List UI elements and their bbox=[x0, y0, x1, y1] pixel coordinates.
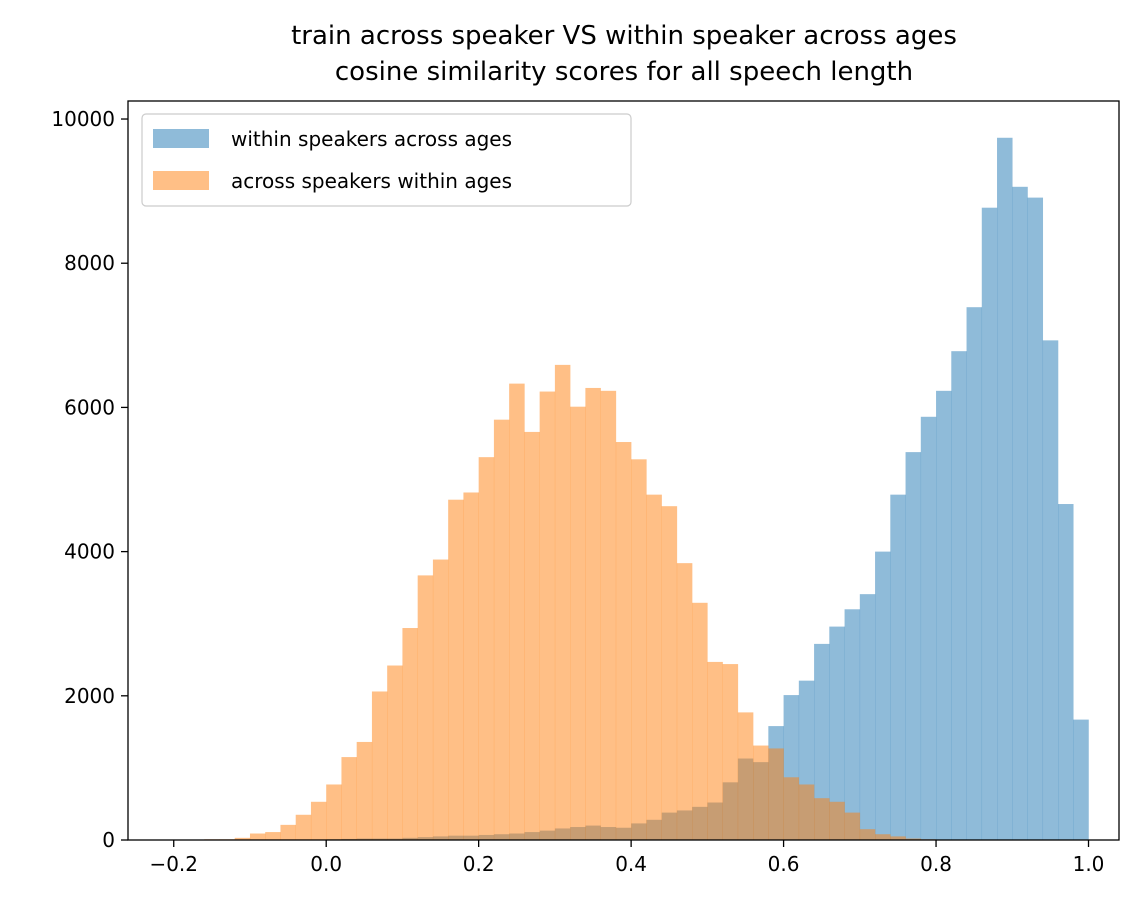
series-across-speakers-bars bbox=[204, 364, 952, 840]
bar-series-1-bin-10 bbox=[326, 784, 342, 840]
bar-series-1-bin-34 bbox=[692, 602, 708, 840]
bar-series-1-bin-38 bbox=[753, 745, 769, 840]
chart-title-line-2: cosine similarity scores for all speech … bbox=[335, 57, 913, 87]
x-tick-label: 0.4 bbox=[615, 852, 647, 876]
bar-series-1-bin-12 bbox=[356, 741, 373, 840]
bar-series-1-bin-40 bbox=[783, 777, 800, 840]
plot-frame bbox=[127, 100, 1120, 841]
bar-series-0-bin-53 bbox=[981, 207, 998, 840]
x-tick-label: 1.0 bbox=[1073, 852, 1105, 876]
bar-series-1-bin-11 bbox=[341, 757, 357, 840]
bar-series-1-bin-39 bbox=[768, 748, 784, 840]
bar-series-0-bin-48 bbox=[905, 452, 922, 840]
bar-series-1-bin-20 bbox=[478, 457, 495, 840]
bar-series-1-bin-37 bbox=[737, 712, 754, 840]
y-tick-label: 10000 bbox=[51, 107, 115, 131]
bar-series-1-bin-22 bbox=[509, 383, 525, 840]
y-tick-label: 8000 bbox=[64, 251, 115, 275]
bar-series-0-bin-46 bbox=[875, 551, 891, 840]
bar-series-1-bin-14 bbox=[387, 665, 403, 840]
bar-series-1-bin-44 bbox=[844, 812, 861, 840]
y-tick-label: 4000 bbox=[64, 540, 115, 564]
bar-series-1-bin-26 bbox=[570, 406, 586, 840]
legend-label-across-speakers: across speakers within ages bbox=[231, 169, 512, 193]
bar-series-1-bin-5 bbox=[249, 833, 266, 840]
bar-series-1-bin-25 bbox=[554, 364, 571, 840]
bar-series-1-bin-15 bbox=[402, 628, 418, 840]
bar-series-1-bin-8 bbox=[295, 814, 312, 840]
bar-series-1-bin-7 bbox=[280, 824, 296, 840]
x-axis: −0.2 0.0 0.2 0.4 0.6 0.8 1.0 bbox=[149, 840, 1104, 876]
chart-title-line-1: train across speaker VS within speaker a… bbox=[291, 21, 957, 51]
bar-series-1-bin-43 bbox=[829, 801, 845, 840]
bar-series-1-bin-18 bbox=[448, 499, 464, 840]
bar-series-1-bin-23 bbox=[524, 431, 540, 840]
bar-series-0-bin-58 bbox=[1058, 504, 1074, 840]
bar-series-1-bin-13 bbox=[371, 691, 388, 840]
bar-series-0-bin-50 bbox=[936, 390, 952, 840]
bar-series-0-bin-52 bbox=[966, 307, 983, 840]
bar-series-1-bin-31 bbox=[646, 494, 662, 840]
x-tick-label: 0.0 bbox=[310, 852, 342, 876]
bar-series-0-bin-49 bbox=[920, 416, 937, 840]
bar-series-1-bin-45 bbox=[859, 829, 876, 840]
bar-series-1-bin-17 bbox=[432, 559, 449, 840]
legend-swatch-across-speakers bbox=[153, 171, 209, 190]
y-tick-label: 2000 bbox=[64, 684, 115, 708]
legend-label-within-speakers: within speakers across ages bbox=[231, 127, 512, 151]
bar-series-0-bin-45 bbox=[859, 594, 876, 840]
chart-title: train across speaker VS within speaker a… bbox=[291, 21, 957, 87]
bar-series-1-bin-41 bbox=[798, 784, 815, 840]
bar-series-1-bin-46 bbox=[875, 834, 891, 840]
bar-series-1-bin-29 bbox=[615, 442, 632, 840]
bar-series-1-bin-32 bbox=[661, 506, 678, 840]
bar-series-0-bin-56 bbox=[1027, 197, 1044, 841]
bar-series-1-bin-47 bbox=[890, 836, 906, 840]
bar-series-1-bin-30 bbox=[631, 459, 647, 840]
bar-series-1-bin-19 bbox=[463, 492, 479, 840]
bar-series-0-bin-54 bbox=[997, 137, 1013, 840]
bar-series-0-bin-43 bbox=[829, 626, 845, 840]
bar-series-1-bin-6 bbox=[265, 832, 281, 840]
bar-series-0-bin-47 bbox=[890, 494, 906, 840]
bar-series-1-bin-42 bbox=[814, 798, 830, 840]
x-tick-label: 0.2 bbox=[463, 852, 495, 876]
x-tick-label: 0.8 bbox=[920, 852, 952, 876]
bar-series-1-bin-33 bbox=[676, 563, 693, 840]
x-tick-label: −0.2 bbox=[149, 852, 198, 876]
legend: within speakers across ages across speak… bbox=[141, 113, 632, 207]
bar-series-0-bin-44 bbox=[844, 609, 861, 840]
bar-series-0-bin-42 bbox=[814, 643, 830, 840]
bar-series-1-bin-4 bbox=[234, 837, 251, 840]
bar-series-0-bin-51 bbox=[951, 351, 967, 840]
bar-series-1-bin-16 bbox=[417, 575, 434, 840]
bar-series-1-bin-21 bbox=[493, 419, 510, 840]
bar-series-0-bin-55 bbox=[1012, 186, 1028, 841]
bar-series-1-bin-36 bbox=[722, 664, 739, 840]
bar-series-1-bin-48 bbox=[905, 838, 922, 840]
legend-box bbox=[141, 113, 632, 207]
bar-series-1-bin-35 bbox=[707, 661, 723, 840]
x-tick-label: 0.6 bbox=[768, 852, 800, 876]
legend-swatch-within-speakers bbox=[153, 129, 209, 148]
bar-series-1-bin-9 bbox=[310, 801, 327, 840]
bar-series-0-bin-57 bbox=[1042, 340, 1059, 840]
y-tick-label: 6000 bbox=[64, 395, 115, 419]
y-axis: 0 2000 4000 6000 8000 10000 bbox=[51, 107, 128, 852]
bar-series-1-bin-24 bbox=[539, 391, 556, 840]
y-tick-label: 0 bbox=[102, 828, 115, 852]
bar-series-1-bin-27 bbox=[585, 387, 601, 840]
bar-series-0-bin-59 bbox=[1073, 719, 1089, 840]
bar-series-1-bin-28 bbox=[600, 390, 617, 840]
